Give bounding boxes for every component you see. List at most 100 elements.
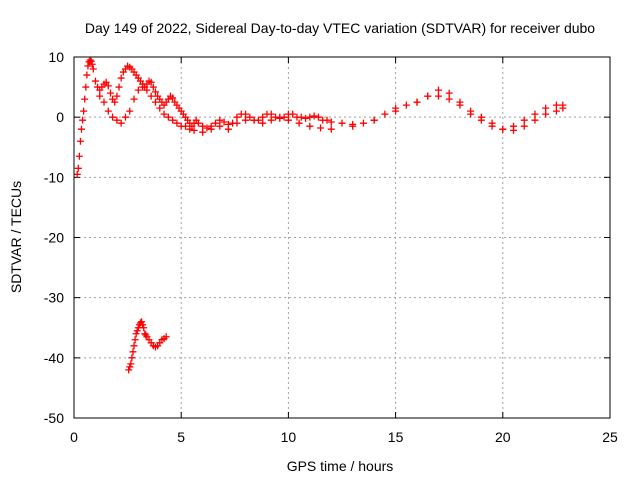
data-point	[181, 122, 189, 130]
data-point	[83, 71, 91, 79]
data-point	[392, 107, 400, 115]
data-point	[186, 125, 194, 133]
data-point	[327, 125, 335, 133]
data-point	[126, 107, 134, 115]
data-point	[510, 126, 518, 134]
data-point	[121, 113, 129, 121]
data-point	[169, 116, 177, 124]
data-point	[102, 78, 110, 86]
data-point	[317, 124, 325, 132]
data-point	[160, 110, 168, 118]
data-point	[424, 92, 432, 100]
y-tick-label: -20	[44, 230, 64, 246]
data-point	[131, 336, 139, 344]
data-point	[128, 354, 136, 362]
x-tick-label: 15	[388, 429, 404, 445]
data-point	[190, 126, 198, 134]
data-point	[117, 74, 125, 82]
data-point	[132, 330, 140, 338]
y-tick-label: -10	[44, 169, 64, 185]
data-point	[104, 82, 112, 90]
data-point	[233, 119, 241, 127]
data-point	[306, 113, 314, 121]
data-point	[224, 125, 232, 133]
data-point	[79, 116, 87, 124]
data-point	[139, 321, 147, 329]
data-point	[542, 104, 550, 112]
data-point	[134, 86, 142, 94]
data-point	[314, 113, 322, 121]
y-tick-label: -40	[44, 350, 64, 366]
data-point	[106, 89, 114, 97]
data-point	[297, 113, 305, 121]
data-point	[169, 94, 177, 102]
data-point	[381, 110, 389, 118]
data-point	[88, 60, 96, 68]
data-point	[220, 118, 228, 126]
data-point	[212, 119, 220, 127]
data-point	[520, 122, 528, 130]
data-point	[89, 65, 97, 73]
data-point	[130, 95, 138, 103]
x-tick-label: 25	[602, 429, 618, 445]
data-point	[242, 110, 250, 118]
data-point	[140, 324, 148, 332]
data-point	[233, 113, 241, 121]
data-point	[276, 113, 284, 121]
data-point	[542, 110, 550, 118]
data-point	[74, 164, 82, 172]
data-point	[80, 107, 88, 115]
data-point	[147, 92, 155, 100]
x-tick-label: 0	[70, 429, 78, 445]
data-point	[413, 98, 421, 106]
data-point	[127, 360, 135, 368]
data-point	[250, 116, 258, 124]
data-point	[96, 92, 104, 100]
data-point	[267, 116, 275, 124]
data-point	[295, 119, 303, 127]
data-point	[139, 83, 147, 91]
data-point	[143, 86, 151, 94]
data-point	[151, 88, 159, 96]
data-point	[359, 119, 367, 127]
data-point	[75, 152, 83, 160]
data-point	[76, 137, 84, 145]
data-point	[86, 56, 94, 64]
data-point	[499, 125, 507, 133]
data-point	[284, 116, 292, 124]
x-axis-label: GPS time / hours	[287, 458, 394, 474]
data-point	[434, 92, 442, 100]
data-point	[138, 318, 146, 326]
data-point	[242, 116, 250, 124]
data-point	[488, 122, 496, 130]
data-point	[113, 92, 121, 100]
data-point	[267, 110, 275, 118]
data-point	[327, 118, 335, 126]
data-point	[216, 116, 224, 124]
plot-frame	[73, 56, 611, 419]
data-point	[113, 116, 121, 124]
data-point	[100, 98, 108, 106]
data-point	[130, 342, 138, 350]
data-point	[445, 95, 453, 103]
data-point	[531, 110, 539, 118]
data-point	[133, 327, 141, 335]
x-tick-label: 5	[177, 429, 185, 445]
chart-title: Day 149 of 2022, Sidereal Day-to-day VTE…	[85, 20, 595, 36]
data-point	[151, 98, 159, 106]
y-tick-label: 10	[48, 49, 64, 65]
data-point	[434, 86, 442, 94]
data-point	[81, 95, 89, 103]
y-tick-label: 0	[56, 109, 64, 125]
data-point	[552, 101, 560, 109]
gridlines	[74, 57, 610, 418]
data-point	[194, 119, 202, 127]
data-point	[73, 170, 81, 178]
data-point	[445, 89, 453, 97]
x-tick-label: 10	[281, 429, 297, 445]
data-point	[125, 366, 133, 374]
data-point	[104, 107, 112, 115]
data-point	[349, 122, 357, 130]
data-point	[302, 114, 310, 122]
